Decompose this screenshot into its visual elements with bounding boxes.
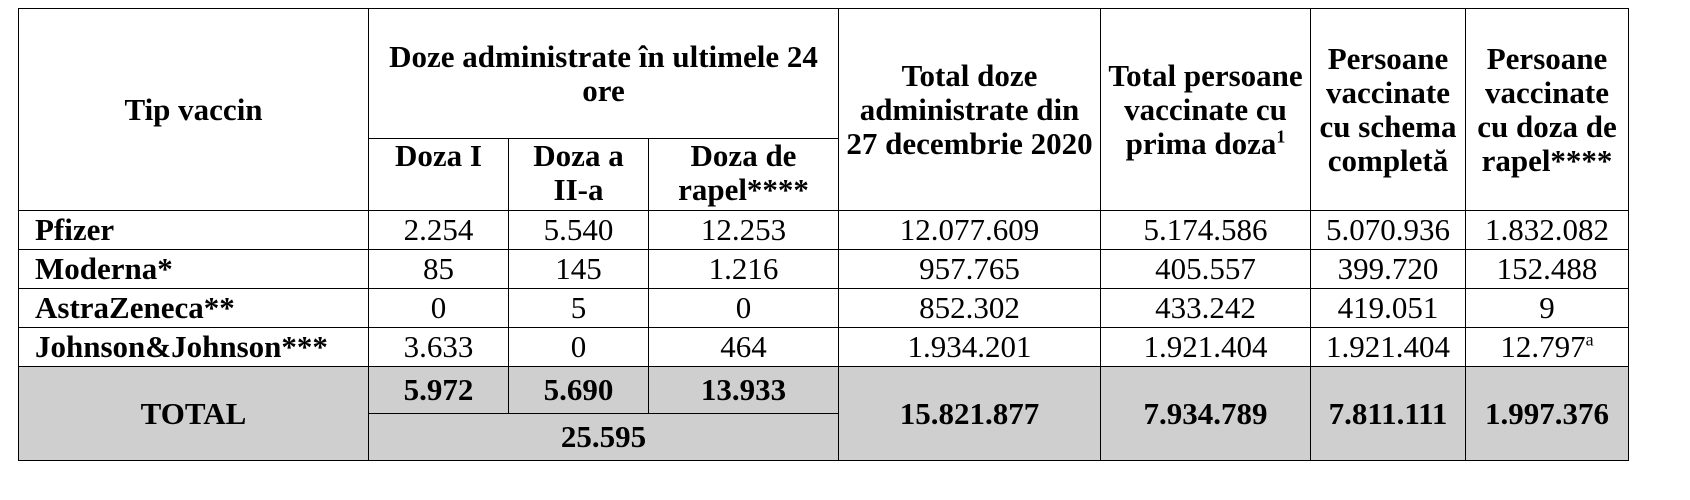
header-total-prima-doza: Total persoane vaccinate cu prima doza1 (1100, 8, 1311, 211)
cell-schema-completa: 1.921.404 (1310, 327, 1466, 367)
header-rapel: Persoane vaccinate cu doza de rapel**** (1465, 8, 1629, 211)
cell-doza-2: 145 (508, 249, 649, 289)
header-total-doze: Total doze administrate din 27 decembrie… (838, 8, 1101, 211)
header-total-prima-text: Total persoane vaccinate cu prima doza (1108, 57, 1303, 161)
total-doza-1: 5.972 (368, 366, 509, 414)
cell-total-doze: 957.765 (838, 249, 1101, 289)
cell-total-prima: 433.242 (1100, 288, 1311, 328)
row-vaccine-name: Johnson&Johnson*** (18, 327, 369, 367)
total-sum-row: 25.595 (19, 413, 1629, 461)
cell-doza-1: 0 (368, 288, 509, 328)
cell-doza-rapel: 0 (648, 288, 839, 328)
vaccination-table: Tip vaccin Doze administrate în ultimele… (18, 8, 1629, 461)
total-sum-24h: 25.595 (368, 413, 839, 461)
cell-schema-completa: 399.720 (1310, 249, 1466, 289)
cell-doza-1: 3.633 (368, 327, 509, 367)
header-doze-24h: Doze administrate în ultimele 24 ore (368, 8, 839, 139)
header-total-prima-footnote: 1 (1276, 126, 1286, 147)
cell-doza-1: 2.254 (368, 210, 509, 250)
cell-schema-completa: 419.051 (1310, 288, 1466, 328)
table-row: Johnson&Johnson*** 3.633 0 464 1.934.201… (18, 327, 1629, 367)
cell-rapel-value: 12.797 (1500, 329, 1586, 364)
cell-schema-completa: 5.070.936 (1310, 210, 1466, 250)
cell-rapel: 1.832.082 (1465, 210, 1629, 250)
cell-doza-rapel: 464 (648, 327, 839, 367)
header-doza-rapel: Doza de rapel**** (648, 138, 839, 211)
header-doza-1: Doza I (368, 138, 509, 211)
total-row: TOTAL 5.972 5.690 13.933 15.821.877 7.93… (18, 366, 1629, 461)
row-vaccine-name: AstraZeneca** (18, 288, 369, 328)
cell-total-prima: 5.174.586 (1100, 210, 1311, 250)
row-vaccine-name: Pfizer (18, 210, 369, 250)
cell-doza-2: 5 (508, 288, 649, 328)
cell-total-doze: 1.934.201 (838, 327, 1101, 367)
cell-doza-2: 0 (508, 327, 649, 367)
total-total-doze: 15.821.877 (838, 366, 1101, 461)
cell-rapel: 152.488 (1465, 249, 1629, 289)
cell-total-prima: 405.557 (1100, 249, 1311, 289)
total-schema-completa: 7.811.111 (1310, 366, 1466, 461)
row-vaccine-name: Moderna* (18, 249, 369, 289)
cell-doza-rapel: 1.216 (648, 249, 839, 289)
cell-doza-1: 85 (368, 249, 509, 289)
header-doza-2: Doza a II-a (508, 138, 649, 211)
header-tip-vaccin: Tip vaccin (18, 8, 369, 211)
total-label: TOTAL (18, 366, 369, 461)
cell-rapel: 9 (1465, 288, 1629, 328)
cell-total-prima: 1.921.404 (1100, 327, 1311, 367)
total-doza-2: 5.690 (508, 366, 649, 414)
header-schema-completa: Persoane vaccinate cu schema completă (1310, 8, 1466, 211)
total-rapel: 1.997.376 (1465, 366, 1629, 461)
total-doza-rapel: 13.933 (648, 366, 839, 414)
table-row: Moderna* 85 145 1.216 957.765 405.557 39… (18, 249, 1629, 289)
cell-doza-rapel: 12.253 (648, 210, 839, 250)
table-row: AstraZeneca** 0 5 0 852.302 433.242 419.… (18, 288, 1629, 328)
cell-doza-2: 5.540 (508, 210, 649, 250)
cell-rapel: 12.797a (1465, 327, 1629, 367)
total-prima: 7.934.789 (1100, 366, 1311, 461)
vaccination-table-container: Tip vaccin Doze administrate în ultimele… (18, 8, 1629, 461)
cell-total-doze: 852.302 (838, 288, 1101, 328)
table-row: Pfizer 2.254 5.540 12.253 12.077.609 5.1… (18, 210, 1629, 250)
cell-rapel-footnote: a (1585, 329, 1594, 350)
cell-total-doze: 12.077.609 (838, 210, 1101, 250)
